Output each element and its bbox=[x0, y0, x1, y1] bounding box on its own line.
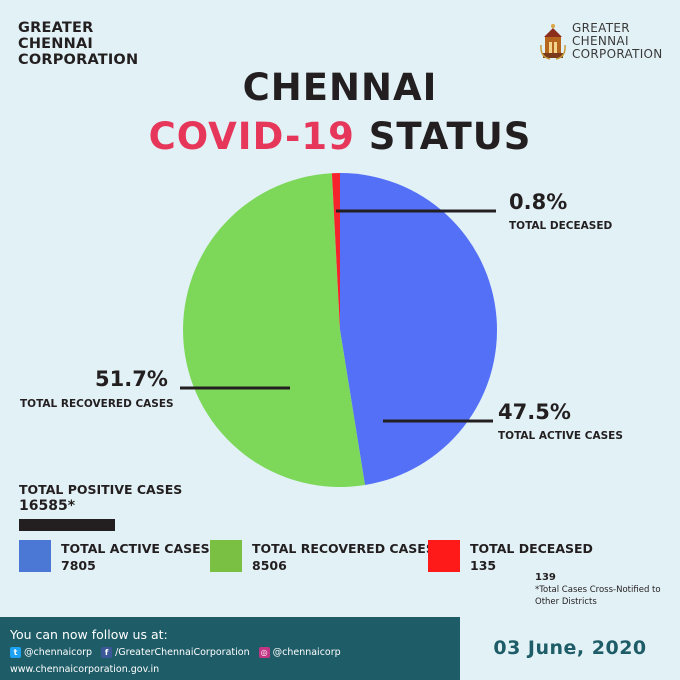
legend-value: 7805 bbox=[61, 558, 96, 573]
total-positive-label: TOTAL POSITIVE CASES bbox=[19, 482, 183, 497]
instagram-handle: @chennaicorp bbox=[272, 647, 341, 658]
footer-social: You can now follow us at: t @chennaicorp… bbox=[0, 617, 460, 680]
brand-line: CORPORATION bbox=[18, 52, 139, 68]
page-title: CHENNAI bbox=[242, 66, 438, 109]
legend-value: 135 bbox=[470, 558, 497, 573]
title-covid: COVID-19 bbox=[148, 115, 355, 158]
twitter-handle: @chennaicorp bbox=[24, 647, 93, 658]
brand-logo: GREATER CHENNAI CORPORATION bbox=[540, 22, 663, 61]
instagram-link[interactable]: ◎ @chennaicorp bbox=[258, 647, 341, 658]
footer-date-panel: 03 June, 2020 bbox=[460, 617, 680, 680]
corporation-emblem-icon bbox=[540, 23, 566, 60]
pct-label-active: 47.5% bbox=[498, 400, 571, 424]
brand-line: CHENNAI bbox=[18, 36, 93, 52]
brand-line: GREATER bbox=[18, 20, 94, 36]
instagram-icon: ◎ bbox=[258, 647, 270, 658]
total-positive-bar bbox=[19, 519, 115, 531]
facebook-icon: f bbox=[101, 647, 113, 658]
legend-swatch bbox=[19, 540, 51, 572]
footnote: 139 *Total Cases Cross-Notified to Other… bbox=[535, 572, 661, 608]
twitter-link[interactable]: t @chennaicorp bbox=[10, 647, 92, 658]
facebook-handle: /GreaterChennaiCorporation bbox=[115, 647, 250, 658]
pie-slice-recovered bbox=[183, 173, 365, 487]
legend-value: 8506 bbox=[252, 558, 287, 573]
legend-label: TOTAL RECOVERED CASES bbox=[252, 541, 435, 556]
facebook-link[interactable]: f /GreaterChennaiCorporation bbox=[101, 647, 250, 658]
title-status: STATUS bbox=[368, 115, 532, 158]
name-label-deceased: TOTAL DECEASED bbox=[509, 220, 613, 232]
legend-swatch bbox=[210, 540, 242, 572]
legend-label: TOTAL DECEASED bbox=[470, 541, 593, 556]
footnote-number: 139 bbox=[535, 572, 556, 583]
report-date: 03 June, 2020 bbox=[493, 637, 647, 659]
page-subtitle: COVID-19 STATUS bbox=[0, 115, 680, 158]
total-positive-value: 16585* bbox=[19, 498, 76, 514]
brand-line: GREATER bbox=[572, 21, 630, 35]
footnote-text: Other Districts bbox=[535, 597, 597, 607]
website-link[interactable]: www.chennaicorporation.gov.in bbox=[10, 664, 160, 675]
follow-text: You can now follow us at: bbox=[10, 627, 168, 642]
brand-line: CORPORATION bbox=[572, 47, 663, 61]
pie-slice-active bbox=[340, 173, 497, 486]
name-label-recovered: TOTAL RECOVERED CASES bbox=[20, 398, 174, 410]
name-label-active: TOTAL ACTIVE CASES bbox=[498, 430, 623, 442]
brand-wordmark: GREATER CHENNAI CORPORATION bbox=[18, 20, 138, 68]
footnote-text: *Total Cases Cross-Notified to bbox=[535, 585, 661, 595]
pct-label-deceased: 0.8% bbox=[509, 190, 568, 214]
pct-label-recovered: 51.7% bbox=[95, 367, 168, 391]
legend-item-recovered: TOTAL RECOVERED CASES 8506 bbox=[210, 540, 435, 574]
social-links: t @chennaicorp f /GreaterChennaiCorporat… bbox=[10, 647, 341, 658]
brand-line: CHENNAI bbox=[572, 34, 629, 48]
legend-label: TOTAL ACTIVE CASES bbox=[61, 541, 210, 556]
legend-item-deceased: TOTAL DECEASED 135 bbox=[428, 540, 593, 574]
twitter-icon: t bbox=[10, 647, 21, 658]
legend-swatch bbox=[428, 540, 460, 572]
legend-item-active: TOTAL ACTIVE CASES 7805 bbox=[19, 540, 210, 574]
